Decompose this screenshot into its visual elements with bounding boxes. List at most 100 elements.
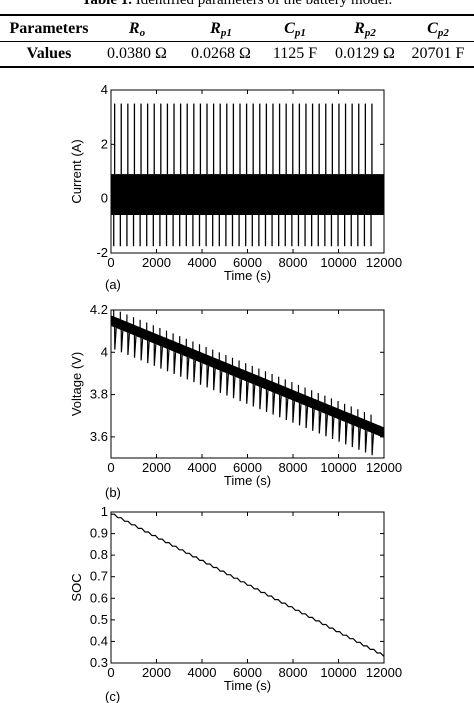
- voltage-dip: [325, 408, 328, 437]
- voltage-dip: [232, 370, 236, 399]
- voltage-dip: [180, 349, 183, 377]
- param-value-cp1: 1125 F: [272, 45, 318, 62]
- table-mid-rule: [0, 41, 474, 42]
- x-tick-label: 12000: [366, 665, 402, 680]
- voltage-dip: [140, 332, 144, 361]
- x-tick-label: 2000: [142, 460, 171, 475]
- voltage-dip: [199, 357, 203, 385]
- y-tick-label: 0.4: [90, 633, 108, 648]
- voltage-dip: [279, 389, 282, 418]
- voltage-dip: [312, 403, 315, 431]
- voltage-dip: [239, 373, 243, 402]
- voltage-dip: [285, 392, 289, 421]
- x-tick-label: 12000: [366, 255, 402, 270]
- x-axis-label: Time (s): [224, 473, 271, 488]
- x-tick-label: 4000: [188, 255, 217, 270]
- y-tick-label: 4: [101, 82, 108, 97]
- voltage-dip: [219, 365, 223, 393]
- voltage-dip: [226, 368, 229, 396]
- voltage-dip: [351, 419, 355, 448]
- x-tick-label: 2000: [142, 665, 171, 680]
- y-axis-label: Voltage (V): [69, 352, 84, 416]
- x-tick-label: 6000: [233, 255, 262, 270]
- panel-label: (b): [105, 485, 121, 500]
- param-value-cp2: 20701 F: [411, 45, 465, 62]
- data-series-group: [111, 310, 384, 456]
- voltage-dip: [318, 405, 322, 434]
- param-header-cp2: Cp2: [427, 20, 449, 39]
- x-axis-label: Time (s): [224, 268, 271, 283]
- voltage-dip: [371, 427, 375, 456]
- y-tick-label: 0.3: [90, 655, 108, 670]
- y-tick-label: 0.6: [90, 590, 108, 605]
- table-caption-text: Identified parameters of the battery mod…: [135, 0, 393, 8]
- param-header-ro: Ro: [128, 20, 146, 39]
- x-tick-label: 10000: [320, 665, 356, 680]
- voltage-dip: [338, 414, 342, 442]
- x-axis-label: Time (s): [224, 678, 271, 693]
- data-series-group: [111, 513, 384, 657]
- y-tick-label: 1: [101, 504, 108, 519]
- y-tick-label: 0.8: [90, 547, 108, 562]
- y-tick-label: 0: [101, 191, 108, 206]
- voltage-dip: [213, 362, 216, 391]
- voltage-dip: [133, 330, 137, 358]
- voltage-dip: [259, 381, 262, 410]
- voltage-dip: [160, 340, 163, 369]
- voltage-dip: [246, 376, 249, 404]
- row-header-values: Values: [26, 45, 72, 62]
- param-value-ro: 0.0380 Ω: [107, 45, 167, 62]
- x-tick-label: 0: [107, 665, 114, 680]
- voltage-dip: [298, 397, 302, 426]
- voltage-dip: [292, 395, 295, 423]
- x-tick-label: 10000: [320, 460, 356, 475]
- y-tick-label: -2: [96, 245, 108, 260]
- x-tick-label: 8000: [279, 665, 308, 680]
- y-tick-label: 4: [101, 344, 108, 359]
- voltage-dip: [305, 400, 309, 429]
- voltage-dip: [193, 354, 196, 383]
- voltage-dip: [331, 411, 335, 440]
- table-top-rule: [0, 14, 474, 16]
- param-header-cp1: Cp1: [284, 20, 306, 39]
- y-tick-label: 3.6: [90, 429, 108, 444]
- panel-label: (a): [105, 277, 121, 292]
- data-series-group: [111, 103, 384, 247]
- voltage-dip: [173, 346, 177, 375]
- x-tick-label: 8000: [279, 460, 308, 475]
- voltage-dip: [272, 387, 276, 415]
- x-tick-label: 2000: [142, 255, 171, 270]
- x-tick-label: 6000: [233, 460, 262, 475]
- row-header-parameters: Parameters: [9, 20, 89, 37]
- x-tick-label: 0: [107, 460, 114, 475]
- voltage-band: [111, 315, 384, 438]
- x-tick-label: 6000: [233, 665, 262, 680]
- table-bottom-rule: [0, 66, 474, 68]
- panel-label: (c): [105, 689, 120, 703]
- x-tick-label: 8000: [279, 255, 308, 270]
- x-tick-label: 0: [107, 255, 114, 270]
- y-axis-label: SOC: [69, 573, 84, 601]
- voltage-dip: [186, 351, 190, 380]
- voltage-dip: [147, 335, 150, 364]
- y-axis-label: Current (A): [69, 139, 84, 203]
- soc-line: [111, 513, 384, 657]
- plot-frame: [110, 511, 385, 664]
- voltage-dip: [265, 384, 269, 412]
- y-tick-label: 4.2: [90, 302, 108, 317]
- voltage-dip: [166, 343, 170, 372]
- voltage-dip: [206, 359, 210, 388]
- voltage-dip: [120, 324, 124, 353]
- y-tick-label: 0.7: [90, 569, 108, 584]
- voltage-dip: [358, 422, 361, 450]
- parameters-table: Parameters Values Ro Rp1 Cp1 Rp2 Cp2 0.0…: [0, 14, 474, 68]
- voltage-dip: [114, 322, 117, 350]
- voltage-dip: [127, 327, 130, 356]
- voltage-dip: [252, 378, 256, 407]
- param-value-rp1: 0.0268 Ω: [191, 45, 251, 62]
- voltage-dip: [153, 338, 157, 366]
- param-header-rp2: Rp2: [354, 20, 376, 39]
- y-tick-label: 0.9: [90, 526, 108, 541]
- x-tick-label: 12000: [366, 460, 402, 475]
